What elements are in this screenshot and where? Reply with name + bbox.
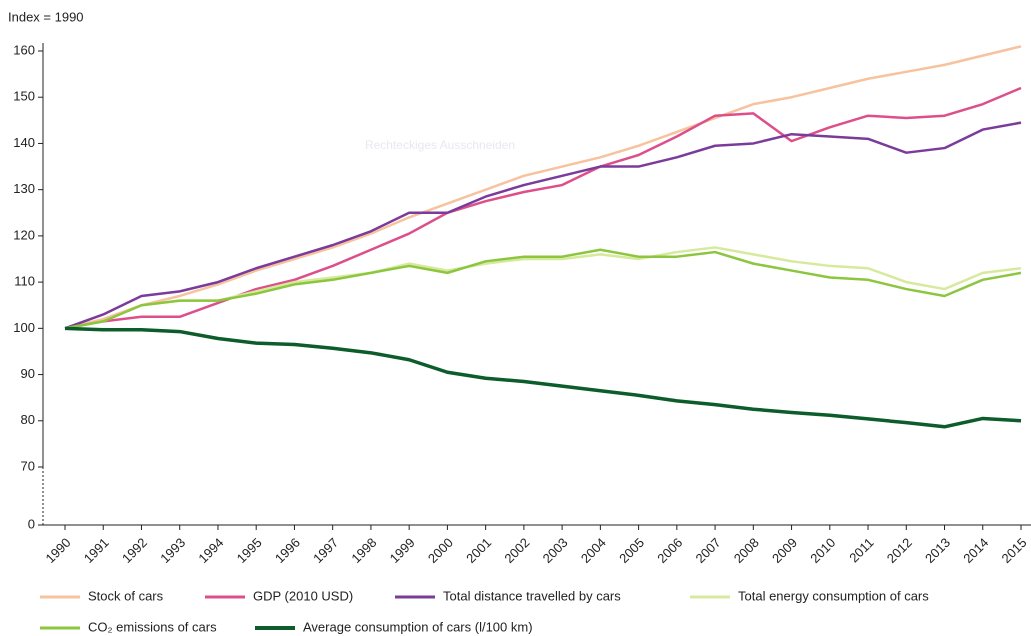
x-tick-label: 2004 [578, 535, 609, 566]
x-tick-label: 2010 [807, 535, 838, 566]
x-tick-label: 2007 [693, 535, 724, 566]
x-tick-label: 1993 [157, 535, 188, 566]
x-tick-label: 2006 [654, 535, 685, 566]
x-tick-label: 1992 [119, 535, 150, 566]
x-tick-label: 2013 [922, 535, 953, 566]
legend-label: GDP (2010 USD) [253, 588, 353, 603]
y-tick-label: 140 [13, 135, 35, 150]
series-line [64, 248, 1022, 330]
series-line [64, 86, 1022, 330]
y-tick-label: 110 [14, 274, 35, 289]
x-tick-label: 2008 [731, 535, 762, 566]
x-tick-label: 2002 [501, 535, 532, 566]
y-tick-label: 100 [13, 320, 35, 335]
y-tick-label: 0 [28, 516, 35, 531]
annotation: Rechteckiges Ausschneiden [365, 138, 515, 152]
x-tick-label: 2012 [884, 535, 915, 566]
series-line [64, 45, 1022, 330]
legend-label: Average consumption of cars (l/100 km) [303, 619, 533, 634]
x-tick-label: 1997 [310, 535, 341, 566]
legend-label: Stock of cars [88, 588, 164, 603]
x-tick-label: 1990 [42, 535, 73, 566]
series-line [64, 121, 1022, 330]
x-tick-label: 2001 [463, 535, 494, 566]
x-tick-label: 1998 [348, 535, 379, 566]
legend-label: Total energy consumption of cars [738, 588, 929, 603]
x-tick-label: 1995 [234, 535, 265, 566]
x-tick-label: 2000 [425, 535, 456, 566]
y-tick-label: 90 [21, 366, 35, 381]
x-tick-label: 2005 [616, 535, 647, 566]
y-axis-label: Index = 1990 [8, 9, 84, 24]
x-tick-label: 2009 [769, 535, 800, 566]
x-tick-label: 2015 [998, 535, 1029, 566]
y-tick-label: 120 [13, 227, 35, 242]
x-tick-label: 2011 [846, 535, 876, 565]
x-tick-label: 1991 [81, 535, 112, 566]
x-tick-label: 1999 [387, 535, 418, 566]
y-tick-label: 130 [13, 181, 35, 196]
y-tick-label: 80 [21, 412, 35, 427]
x-tick-label: 1996 [272, 535, 303, 566]
x-tick-label: 2014 [960, 535, 991, 566]
x-tick-label: 2003 [540, 535, 571, 566]
legend-label: CO₂ emissions of cars [88, 619, 217, 634]
y-tick-label: 160 [13, 42, 35, 57]
y-tick-label: 70 [21, 458, 35, 473]
x-tick-label: 1994 [195, 535, 226, 566]
series-line [64, 326, 1022, 429]
y-tick-label: 150 [13, 89, 35, 104]
legend-label: Total distance travelled by cars [443, 588, 621, 603]
